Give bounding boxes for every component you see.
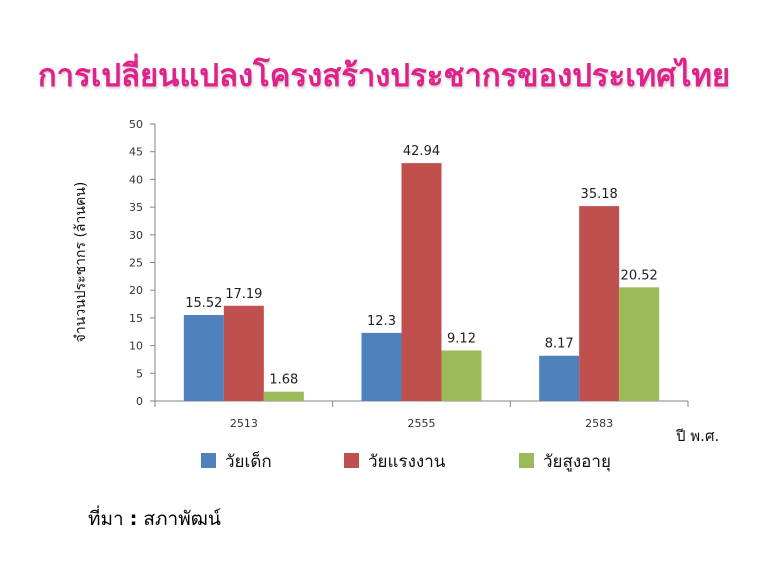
- data-label: 17.19: [225, 287, 262, 302]
- bar-2-1: [579, 206, 620, 401]
- y-tick-label: 35: [129, 201, 143, 214]
- legend-swatch: [201, 453, 216, 468]
- x-tick-label: 2583: [585, 417, 613, 430]
- data-label: 8.17: [545, 337, 574, 352]
- data-label: 20.52: [621, 268, 658, 283]
- source-value: สภาพัฒน์: [143, 508, 221, 530]
- bar-1-2: [441, 350, 482, 401]
- data-label: 35.18: [581, 187, 618, 202]
- legend-entry: วัยเด็ก: [225, 450, 272, 472]
- bar-0-0: [183, 315, 224, 401]
- y-tick-label: 25: [129, 257, 143, 270]
- y-axis-title: จำนวนประชากร (ล้านคน): [73, 182, 89, 343]
- source-label: ที่มา: [88, 508, 124, 530]
- bar-0-1: [223, 305, 264, 401]
- source-note: ที่มา : สภาพัฒน์: [88, 504, 221, 534]
- legend-entry: วัยแรงงาน: [368, 452, 446, 472]
- bar-2-0: [539, 355, 580, 401]
- y-tick-label: 0: [136, 395, 143, 408]
- y-tick-label: 40: [129, 173, 143, 186]
- source-separator: :: [129, 508, 138, 530]
- y-tick-label: 10: [129, 340, 143, 353]
- legend-swatch: [344, 453, 359, 468]
- page-title: การเปลี่ยนแปลงโครงสร้างประชากรของประเทศไ…: [37, 58, 731, 94]
- data-label: 15.52: [185, 296, 222, 311]
- y-tick-label: 20: [129, 284, 143, 297]
- y-tick-label: 15: [129, 312, 143, 325]
- y-tick-label: 5: [136, 367, 143, 380]
- legend-entry: วัยสูงอายุ: [543, 452, 611, 472]
- data-label: 42.94: [403, 144, 440, 159]
- legend-swatch: [519, 453, 534, 468]
- bar-0-2: [263, 391, 304, 401]
- bar-1-0: [361, 332, 402, 401]
- y-tick-label: 50: [129, 118, 143, 131]
- data-label: 9.12: [447, 331, 476, 346]
- data-label: 12.3: [367, 314, 396, 329]
- x-tick-label: 2555: [408, 417, 436, 430]
- data-label: 1.68: [269, 373, 298, 388]
- bar-2-2: [619, 287, 660, 401]
- x-axis-title: ปี พ.ศ.: [675, 427, 719, 445]
- x-tick-label: 2513: [230, 417, 258, 430]
- y-tick-label: 30: [129, 229, 143, 242]
- y-tick-label: 45: [129, 146, 143, 159]
- bar-1-1: [401, 163, 442, 401]
